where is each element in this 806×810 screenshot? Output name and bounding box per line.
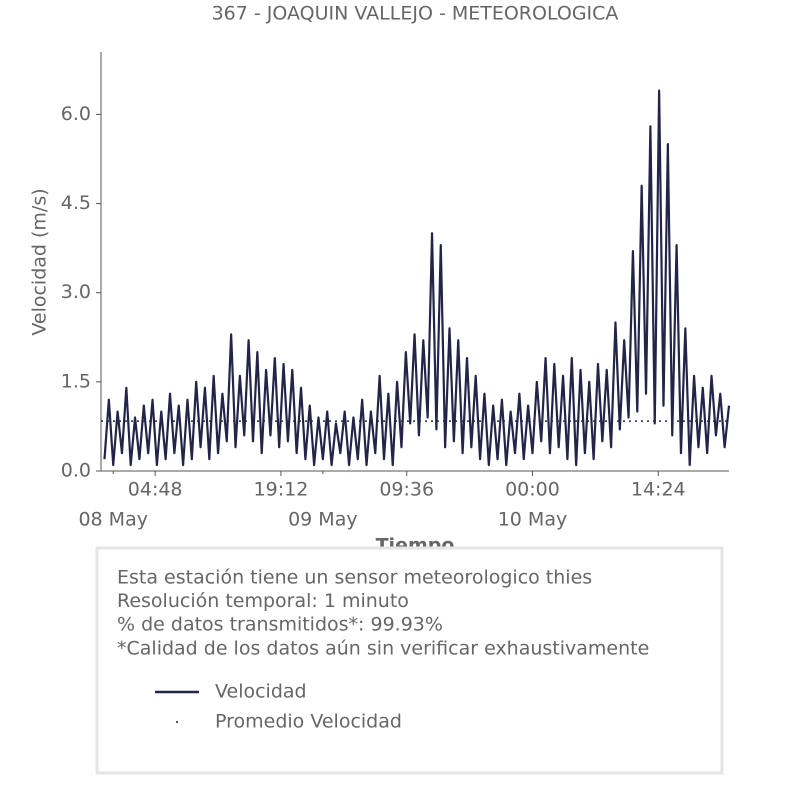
y-tick-label: 4.5 xyxy=(61,192,91,214)
info-box xyxy=(95,546,724,775)
x-date-label: 10 May xyxy=(498,509,568,531)
info-text: Resolución temporal: 1 minuto xyxy=(117,590,409,612)
y-tick-label: 6.0 xyxy=(61,103,91,125)
y-axis-label: Velocidad (m/s) xyxy=(29,188,51,335)
x-tick-label: 00:00 xyxy=(505,479,560,501)
x-tick-label: 04:48 xyxy=(128,479,183,501)
y-tick-label: 3.0 xyxy=(61,281,91,303)
x-date-label: 09 May xyxy=(288,509,358,531)
x-tick-label: 19:12 xyxy=(254,479,309,501)
info-text: Esta estación tiene un sensor meteorolog… xyxy=(117,567,592,589)
info-text: *Calidad de los datos aún sin verificar … xyxy=(117,637,649,659)
x-tick-label: 14:24 xyxy=(631,479,686,501)
y-tick-label: 1.5 xyxy=(61,370,91,392)
legend-label: Velocidad xyxy=(215,681,307,703)
legend-marker xyxy=(176,721,178,723)
x-date-label: 08 May xyxy=(78,509,148,531)
info-text: % de datos transmitidos*: 99.93% xyxy=(117,614,443,636)
x-tick-label: 09:36 xyxy=(379,479,434,501)
y-tick-label: 0.0 xyxy=(61,460,91,482)
chart-title: 367 - JOAQUIN VALLEJO - METEOROLOGICA xyxy=(212,3,619,25)
series-line xyxy=(103,89,731,467)
legend-label: Promedio Velocidad xyxy=(215,711,402,733)
